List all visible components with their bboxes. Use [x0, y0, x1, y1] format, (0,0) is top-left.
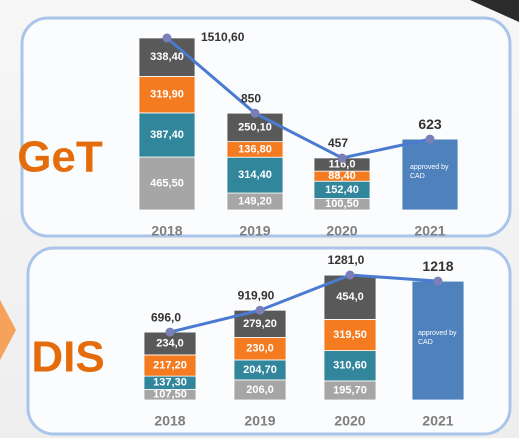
total-label: 696,0 — [151, 310, 181, 324]
annotation-box: approved by CAD — [418, 329, 457, 346]
total-label: 919,90 — [238, 288, 275, 302]
bar-segment — [138, 112, 196, 158]
annotation-box: approved by CAD — [410, 163, 449, 180]
annotation: approved by CAD — [410, 163, 449, 180]
total-label: 1510,60 — [201, 30, 245, 44]
data-label: 250,10 — [238, 121, 272, 133]
x-tick-label: 2020 — [334, 413, 365, 429]
bar-segment — [323, 350, 377, 382]
data-label: 465,50 — [150, 177, 184, 189]
data-label: 137,30 — [153, 377, 187, 389]
data-label: 230,0 — [246, 343, 274, 355]
x-tick-label: 2018 — [154, 413, 185, 429]
data-label: 88,40 — [328, 170, 356, 182]
total-label: 1281,0 — [328, 253, 365, 267]
x-tick-label: 2019 — [239, 223, 270, 239]
corner-decoration — [470, 0, 519, 22]
total-point — [255, 305, 265, 315]
total-line — [169, 273, 439, 334]
total-point — [165, 327, 175, 337]
data-label: 319,50 — [333, 329, 367, 341]
chart-title: DIS — [31, 333, 104, 382]
bar-segment — [226, 156, 284, 194]
data-label: 314,40 — [238, 169, 272, 181]
x-tick-label: 2019 — [244, 413, 275, 429]
x-tick-label: 2021 — [414, 223, 445, 239]
data-label: 152,40 — [325, 184, 359, 196]
total-label: 457 — [328, 136, 348, 150]
annotation: approved by CAD — [418, 329, 457, 346]
data-label: 310,60 — [333, 360, 367, 372]
total-point — [345, 270, 355, 280]
bar-segment — [411, 280, 465, 401]
data-label: 107,50 — [153, 389, 187, 401]
data-label: 116,0 — [329, 158, 356, 170]
arrow-decoration — [0, 300, 16, 360]
bar-segment — [138, 37, 196, 77]
data-label: 387,40 — [150, 129, 184, 141]
data-label: 454,0 — [336, 291, 364, 303]
data-label: 206,0 — [246, 384, 274, 396]
total-point — [433, 276, 443, 286]
total-point — [250, 108, 260, 118]
total-point — [162, 33, 172, 43]
total-point — [425, 134, 435, 144]
data-label: 136,80 — [238, 143, 272, 155]
chart-title: GeT — [17, 133, 103, 182]
bar-segment — [138, 156, 196, 211]
total-point — [337, 153, 347, 163]
data-label: 319,90 — [150, 89, 184, 101]
total-label: 850 — [241, 91, 261, 105]
bar-segment — [226, 112, 284, 143]
data-label: 217,20 — [153, 359, 187, 371]
total-line — [166, 36, 431, 160]
x-tick-label: 2018 — [151, 223, 182, 239]
data-label: 234,0 — [156, 337, 184, 349]
bar-segment — [138, 76, 196, 114]
data-label: 279,20 — [243, 318, 277, 330]
data-label: 149,20 — [238, 195, 272, 207]
total-label: 1218 — [422, 258, 453, 274]
data-label: 100,50 — [325, 198, 359, 210]
x-tick-label: 2020 — [326, 223, 357, 239]
bar-segment — [401, 138, 459, 211]
data-label: 204,70 — [243, 364, 277, 376]
x-tick-label: 2021 — [422, 413, 453, 429]
data-label: 195,70 — [333, 384, 367, 396]
total-label: 623 — [418, 116, 442, 132]
data-label: 338,40 — [150, 51, 184, 63]
